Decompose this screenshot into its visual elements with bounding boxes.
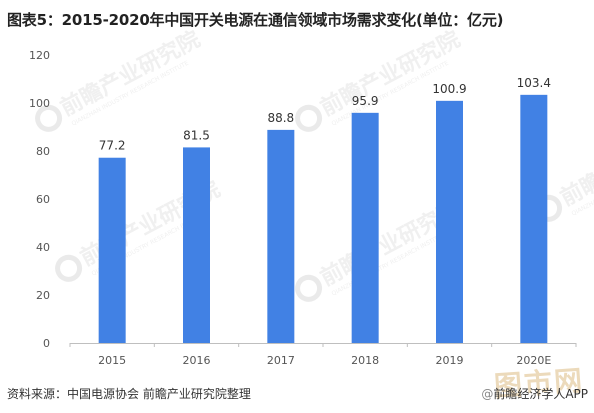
bar [267, 129, 295, 343]
bar [183, 147, 210, 343]
bar-value-label: 81.5 [183, 128, 210, 142]
x-tick-label: 2018 [351, 354, 379, 367]
x-tick-label: 2016 [183, 354, 211, 367]
bar [436, 100, 463, 343]
credit-at-icon: @ [481, 387, 494, 401]
y-tick-label: 0 [43, 337, 50, 350]
y-tick-label: 100 [29, 97, 50, 110]
value-labels-group: 77.2 81.5 88.8 95.9 100.9 103.4 [99, 76, 551, 153]
bar-value-label: 100.9 [432, 82, 466, 96]
bar-value-label: 95.9 [352, 94, 379, 108]
y-tick-label: 80 [36, 145, 50, 158]
chart-title: 图表5：2015-2020年中国开关电源在通信领域市场需求变化(单位：亿元) [7, 11, 504, 29]
bar-value-label: 77.2 [99, 139, 126, 153]
y-axis-ticks: 0 20 40 60 80 100 120 [29, 49, 50, 350]
source-note: 资料来源：中国电源协会 前瞻产业研究院整理 [7, 387, 251, 401]
y-tick-label: 120 [29, 49, 50, 62]
bars-group [98, 94, 548, 343]
bar [351, 112, 379, 343]
x-axis-ticks: 2015 2016 2017 2018 2019 2020E [69, 343, 577, 367]
bar-value-label: 103.4 [517, 76, 551, 90]
credit-note: @前瞻经济学人APP [481, 385, 588, 402]
x-tick-label: 2019 [436, 354, 464, 367]
watermark-text: 前瞻产业研究院 [556, 116, 594, 211]
credit-label: 前瞻经济学人APP [493, 387, 588, 401]
x-tick-label: 2015 [98, 354, 126, 367]
y-tick-label: 20 [36, 289, 50, 302]
bar-value-label: 88.8 [267, 111, 294, 125]
y-tick-label: 60 [36, 193, 50, 206]
y-tick-label: 40 [36, 241, 50, 254]
x-tick-label: 2020E [516, 354, 551, 367]
x-tick-label: 2017 [267, 354, 295, 367]
bar [98, 157, 126, 343]
bar [520, 94, 548, 343]
watermark-text: 前瞻产业研究院 [56, 26, 204, 121]
